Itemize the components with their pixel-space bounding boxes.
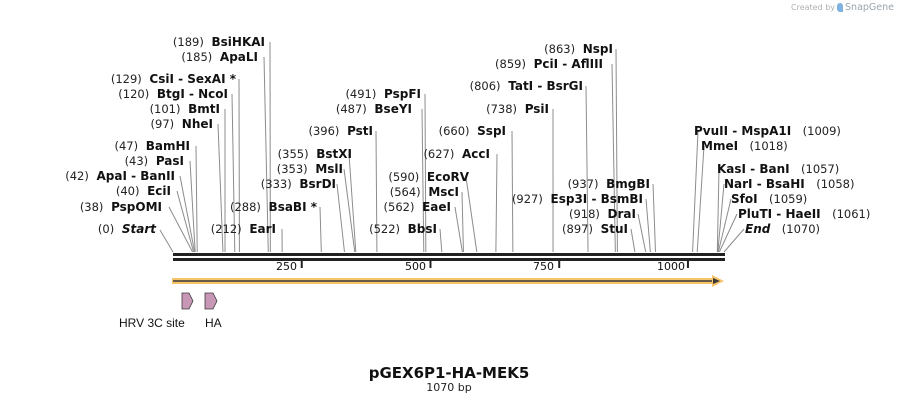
backbone-bottom-strand <box>173 258 725 261</box>
site-start[interactable]: (0) Start <box>97 222 156 236</box>
site-ecii[interactable]: (40) EciI <box>115 184 171 198</box>
site-csii-sexai[interactable]: (129) CsiI - SexAI * <box>110 72 236 86</box>
ruler-ticks <box>300 261 689 268</box>
tick-label-500: 500 <box>405 260 426 273</box>
site-bsihkai[interactable]: (189) BsiHKAI <box>172 35 265 49</box>
site-eaei[interactable]: (562) EaeI <box>383 200 451 214</box>
site-bmti[interactable]: (101) BmtI <box>149 102 220 116</box>
site-msci[interactable]: (564) MscI <box>389 185 459 199</box>
feature-hrv-3c-site[interactable] <box>181 292 194 310</box>
site-acci[interactable]: (627) AccI <box>423 147 490 161</box>
site-psti[interactable]: (396) PstI <box>308 124 373 138</box>
site-kasi-bani[interactable]: KasI - BanI (1057) <box>717 162 840 176</box>
site-psii[interactable]: (738) PsiI <box>486 102 549 116</box>
snapgene-logo-icon <box>837 3 844 12</box>
tick-label-750: 750 <box>533 260 554 273</box>
tick-label-250: 250 <box>276 260 297 273</box>
feature-label-ha: HA <box>205 316 222 330</box>
site-pluti-haeii[interactable]: PluTI - HaeII (1061) <box>738 207 871 221</box>
site-esp3i-bsmbi[interactable]: (927) Esp3I - BsmBI <box>511 192 643 206</box>
site-eari[interactable]: (212) EarI <box>210 222 276 236</box>
site-bamhi[interactable]: (47) BamHI <box>114 139 190 153</box>
site-nari-bsahi[interactable]: NarI - BsaHI (1058) <box>724 177 855 191</box>
site-pspomi[interactable]: (38) PspOMI <box>79 200 162 214</box>
feature-label-hrv-3c-site: HRV 3C site <box>119 316 185 330</box>
site-tati-bsrgi[interactable]: (806) TatI - BsrGI <box>469 79 583 93</box>
site-apai-banii[interactable]: (42) ApaI - BanII <box>65 169 175 183</box>
site-sfoi[interactable]: SfoI (1059) <box>731 192 808 206</box>
site-stui[interactable]: (897) StuI <box>562 222 628 236</box>
site-bstxi[interactable]: (355) BstXI <box>277 147 352 161</box>
credit-prefix: Created by <box>791 3 836 12</box>
backbone-top-strand <box>173 253 725 256</box>
site-nspi[interactable]: (863) NspI <box>544 42 613 56</box>
site-ecorv[interactable]: (590) EcoRV <box>388 170 469 184</box>
site-btgi-ncoi[interactable]: (120) BtgI - NcoI <box>118 87 228 101</box>
site-pasi[interactable]: (43) PasI <box>124 154 184 168</box>
site-bseyi[interactable]: (487) BseYI <box>335 102 412 116</box>
map-title: pGEX6P1-HA-MEK5 <box>368 364 530 382</box>
site-end[interactable]: End (1070) <box>745 222 821 236</box>
site-pvuii-mspa1i[interactable]: PvuII - MspA1I (1009) <box>694 124 841 138</box>
site-drai[interactable]: (918) DraI <box>568 207 636 221</box>
site-bsrdi[interactable]: (333) BsrDI <box>260 177 336 191</box>
site-bbsi[interactable]: (522) BbsI <box>369 222 437 236</box>
site-leader-lines <box>159 41 745 253</box>
feature-ha[interactable] <box>204 292 218 310</box>
site-pcii-afliii[interactable]: (859) PciI - AflIII <box>495 57 603 71</box>
site-apali[interactable]: (185) ApaLI <box>181 50 258 64</box>
tick-label-1000: 1000 <box>657 260 685 273</box>
site-msli[interactable]: (353) MslI <box>276 162 343 176</box>
site-bsabi[interactable]: (288) BsaBI * <box>229 200 317 214</box>
map-length: 1070 bp <box>426 381 472 394</box>
site-mmei[interactable]: MmeI (1018) <box>701 139 788 153</box>
site-nhei[interactable]: (97) NheI <box>150 117 213 131</box>
orf-arrow[interactable] <box>172 275 724 287</box>
site-sspi[interactable]: (660) SspI <box>438 124 506 138</box>
site-pspfi[interactable]: (491) PspFI <box>345 87 421 101</box>
credit-brand: SnapGene <box>845 2 894 13</box>
snapgene-credit: Created by SnapGene <box>791 2 894 13</box>
site-bmgbi[interactable]: (937) BmgBI <box>567 177 650 191</box>
